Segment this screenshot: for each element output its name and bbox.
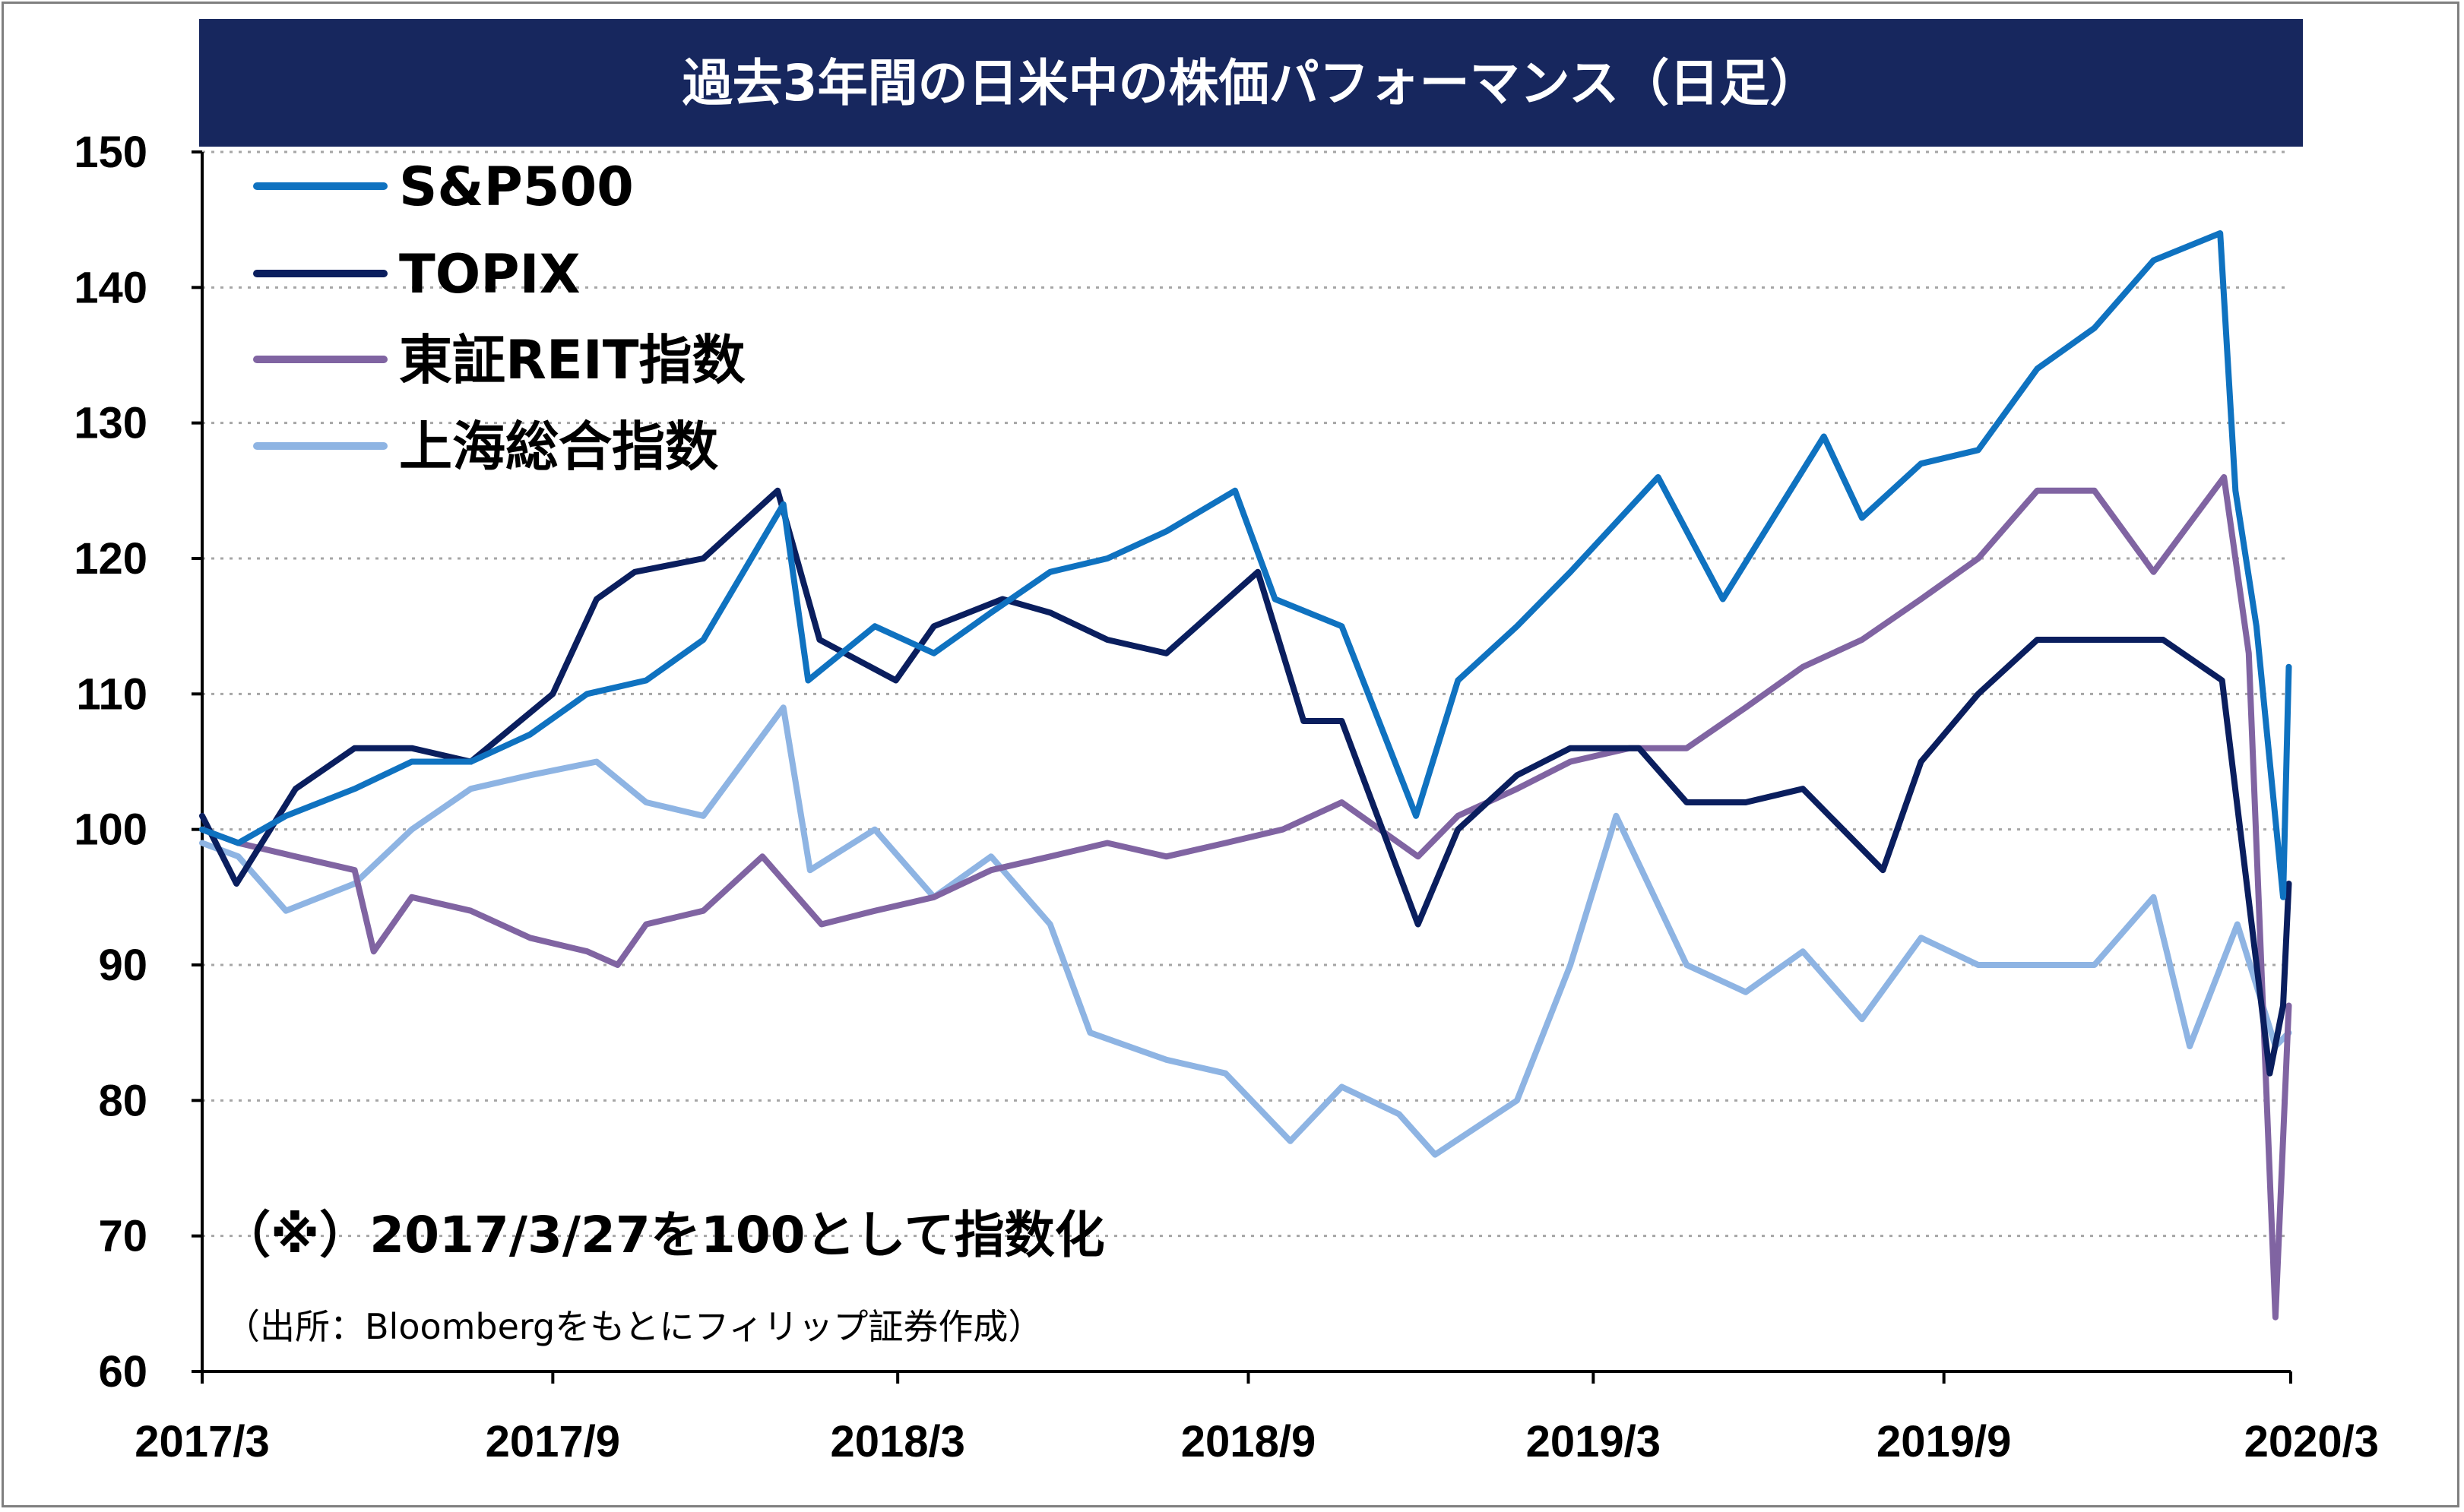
- x-tick-label: 2018/9: [1181, 1417, 1316, 1466]
- y-tick-label: 110: [76, 669, 147, 719]
- series-line-tse-reit: [199, 474, 2292, 1321]
- y-tick-label: 120: [74, 534, 147, 584]
- x-tick-label: 2017/3: [135, 1417, 269, 1466]
- index-note: （※）2017/3/27を100として指数化: [220, 1206, 1105, 1264]
- y-tick-label: 90: [98, 941, 147, 990]
- source-note: （出所：Bloombergをもとにフィリップ証券作成）: [225, 1306, 1043, 1347]
- y-tick-label: 140: [74, 263, 147, 312]
- x-tick-label: 2017/9: [486, 1417, 620, 1466]
- legend-label-sp500: S&P500: [399, 156, 634, 218]
- x-tick-labels: 2017/3 2017/9 2018/3 2018/9 2019/3 2019/9 2020…: [135, 1371, 2379, 1466]
- y-tick-label: 100: [74, 805, 147, 855]
- y-tick-label: 150: [74, 128, 147, 177]
- series-line-shanghai-composite: [199, 704, 2292, 1158]
- legend-label-topix: TOPIX: [399, 243, 581, 305]
- title-banner: [199, 19, 2303, 147]
- chart-title: 過去3年間の日米中の株価パフォーマンス（日足）: [683, 54, 1820, 112]
- series-line-topix: [199, 487, 2292, 1077]
- y-tick-label: 60: [98, 1347, 147, 1397]
- y-tick-labels: 60 70 80 90 100 110 120 130 140 150: [74, 128, 147, 1397]
- legend-label-shanghai-composite: 上海総合指数: [399, 416, 718, 478]
- x-tick-label: 2018/3: [830, 1417, 964, 1466]
- y-tick-label: 80: [98, 1076, 147, 1125]
- series-lines: [199, 230, 2292, 1321]
- x-tick-label: 2020/3: [2244, 1417, 2379, 1466]
- x-tick-label: 2019/3: [1526, 1417, 1661, 1466]
- series-line-sp500: [199, 230, 2292, 900]
- y-tick-label: 70: [98, 1212, 147, 1261]
- x-tick-label: 2019/9: [1877, 1417, 2011, 1466]
- legend-label-tse-reit: 東証REIT指数: [399, 329, 746, 391]
- y-tick-label: 130: [74, 399, 147, 448]
